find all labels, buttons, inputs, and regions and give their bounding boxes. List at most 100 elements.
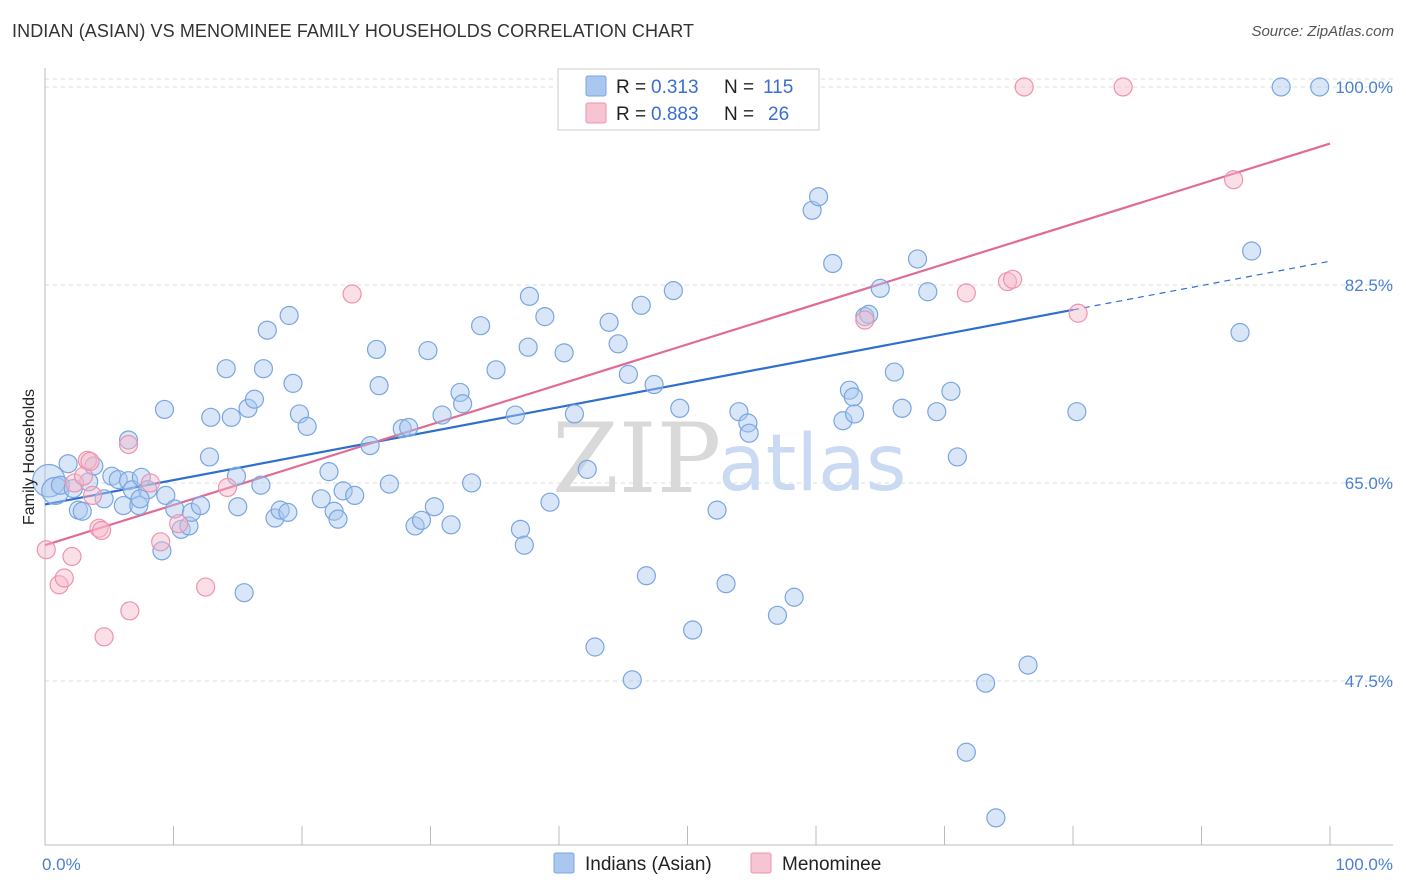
data-point-menominee	[1003, 269, 1023, 289]
data-point-menominee	[80, 451, 100, 472]
data-point-indians	[927, 402, 947, 422]
data-point-indians	[369, 376, 389, 396]
data-point-indians	[808, 187, 829, 207]
data-point-indians	[278, 502, 298, 522]
data-point-indians	[418, 340, 438, 361]
data-point-indians	[870, 278, 890, 298]
data-point-indians	[72, 501, 92, 521]
data-point-indians	[519, 286, 540, 306]
legend-r-label-1: R =	[616, 77, 646, 98]
data-point-indians	[918, 282, 938, 302]
data-point-indians	[270, 500, 290, 520]
data-point-indians	[319, 462, 339, 482]
data-point-indians	[379, 474, 399, 494]
data-point-indians	[279, 305, 299, 326]
legend-n-label-1: N =	[724, 77, 754, 98]
data-point-indians	[577, 459, 597, 479]
data-point-indians	[221, 407, 241, 427]
data-point-indians	[505, 405, 525, 425]
data-points	[32, 77, 1330, 828]
chart-title: INDIAN (ASIAN) VS MENOMINEE FAMILY HOUSE…	[12, 21, 695, 41]
data-point-indians	[366, 339, 387, 360]
data-point-menominee	[1113, 77, 1133, 97]
data-point-menominee	[1068, 303, 1088, 323]
data-point-indians	[833, 411, 853, 431]
data-point-indians	[707, 500, 727, 520]
data-point-indians	[738, 413, 758, 433]
trend-line-indians-extrapolated	[1072, 260, 1331, 311]
data-point-menominee	[62, 546, 82, 567]
data-point-indians	[739, 423, 759, 443]
data-point-indians	[130, 489, 150, 509]
y-axis-label: Family Households	[21, 389, 38, 525]
data-point-menominee	[140, 473, 160, 493]
data-point-indians	[986, 808, 1006, 828]
data-point-indians	[622, 670, 642, 690]
data-point-indians	[1310, 77, 1330, 97]
legend-n-value-menominee: 26	[768, 104, 789, 125]
data-point-menominee	[91, 520, 112, 541]
watermark-atlas: atlas	[718, 419, 907, 509]
watermark: ZIP atlas	[552, 403, 907, 515]
data-point-indians	[585, 637, 605, 657]
data-point-menominee	[1014, 77, 1034, 97]
data-point-indians	[956, 742, 976, 762]
data-point-indians	[564, 404, 585, 424]
data-point-indians	[823, 253, 843, 274]
y-tick-label: 47.5%	[1345, 672, 1393, 691]
data-point-indians	[251, 475, 271, 495]
legend-n-value-indians: 115	[763, 77, 793, 98]
legend-swatch-indians	[585, 75, 607, 97]
data-point-indians	[1242, 241, 1262, 261]
data-point-indians	[118, 430, 139, 450]
y-tick-label: 100.0%	[1335, 78, 1393, 97]
data-point-indians	[129, 495, 149, 516]
data-point-indians	[311, 489, 331, 509]
data-point-indians	[1018, 655, 1038, 675]
data-point-indians	[94, 489, 114, 509]
data-point-indians	[636, 566, 656, 586]
data-point-menominee	[89, 518, 109, 538]
data-point-indians	[1230, 322, 1250, 343]
data-point-indians	[450, 382, 470, 403]
data-point-indians	[113, 495, 133, 516]
data-point-menominee	[956, 283, 976, 303]
data-point-indians	[486, 360, 506, 380]
bottom-legend-swatch-menominee	[750, 852, 772, 874]
data-point-indians	[190, 495, 211, 516]
data-point-indians	[154, 399, 175, 420]
data-point-indians	[234, 583, 254, 603]
trend-line-indians	[44, 308, 1074, 506]
data-point-indians	[199, 447, 220, 467]
data-point-menominee	[855, 310, 875, 330]
data-point-indians	[510, 519, 531, 539]
data-point-menominee	[169, 514, 189, 534]
data-point-indians	[156, 485, 176, 506]
data-point-indians	[535, 307, 555, 327]
legend-r-value-menominee: 0.883	[651, 104, 699, 125]
data-point-indians	[441, 515, 461, 535]
data-point-indians	[518, 337, 538, 357]
axes	[44, 68, 1393, 846]
data-point-indians	[1067, 402, 1087, 422]
data-point-indians	[108, 469, 128, 490]
data-point-indians	[244, 389, 265, 409]
data-point-indians	[767, 605, 788, 625]
data-point-indians	[453, 394, 473, 414]
series-legend: Indians (Asian) Menominee	[553, 852, 881, 875]
data-point-indians	[297, 416, 317, 436]
data-point-indians	[683, 620, 703, 640]
data-point-menominee	[118, 434, 139, 455]
data-point-indians	[201, 407, 221, 427]
source-note: Source: ZipAtlas.com	[1251, 23, 1394, 40]
data-point-indians	[333, 481, 353, 501]
data-point-menominee	[217, 477, 238, 498]
data-point-indians	[784, 587, 804, 607]
bottom-legend-label-indians: Indians (Asian)	[585, 854, 712, 875]
data-point-indians	[253, 359, 274, 379]
data-point-indians	[884, 362, 904, 382]
data-point-indians	[631, 295, 651, 315]
data-point-menominee	[120, 601, 140, 621]
data-point-indians	[618, 364, 638, 384]
